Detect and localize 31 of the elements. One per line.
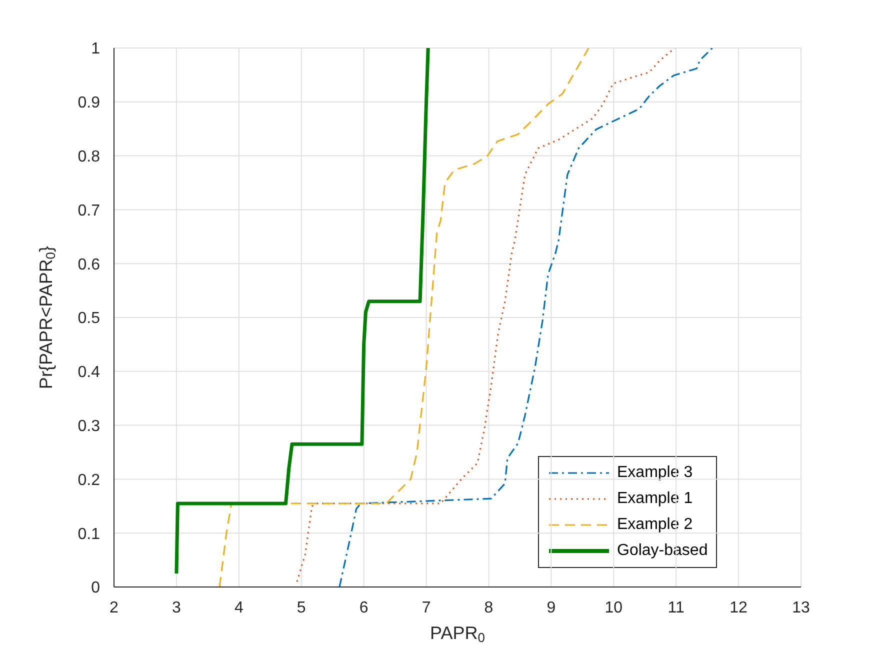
- y-tick-label: 0.9: [78, 94, 100, 112]
- x-tick-label: 2: [110, 599, 119, 616]
- x-tick-label: 6: [359, 599, 368, 616]
- y-tick-label: 1: [91, 40, 100, 58]
- legend-label: Example 1: [617, 489, 693, 509]
- line-series: [218, 48, 590, 587]
- line-series: [338, 48, 714, 587]
- y-tick-label: 0.1: [78, 526, 100, 543]
- y-tick-label: 0.4: [78, 364, 100, 382]
- x-tick-label: 13: [792, 599, 810, 616]
- x-tick-label: 4: [234, 599, 244, 616]
- y-tick-label: 0.8: [78, 148, 100, 166]
- x-tick-label: 9: [546, 599, 556, 616]
- y-tick-label: 0.2: [78, 472, 100, 489]
- x-tick-label: 8: [484, 599, 494, 616]
- x-tick-label: 3: [172, 599, 181, 616]
- x-tick-label: 12: [730, 599, 748, 616]
- legend-label: Golay-based: [617, 541, 708, 561]
- legend-label: Example 3: [617, 463, 693, 483]
- y-tick-label: 0: [91, 580, 100, 597]
- legend-label: Example 2: [617, 515, 693, 535]
- x-tick-label: 11: [668, 599, 684, 616]
- line-series: [174, 48, 430, 576]
- y-tick-label: 0.6: [78, 256, 100, 274]
- x-tick-label: 5: [296, 599, 306, 616]
- x-tick-label: 7: [422, 599, 431, 616]
- x-axis-title: PAPR$_{0}$: [430, 623, 485, 646]
- y-tick-label: 0.3: [78, 418, 100, 435]
- y-tick-label: 0.7: [78, 202, 100, 220]
- y-tick-label: 0.5: [78, 310, 100, 328]
- x-tick-label: 10: [604, 599, 623, 616]
